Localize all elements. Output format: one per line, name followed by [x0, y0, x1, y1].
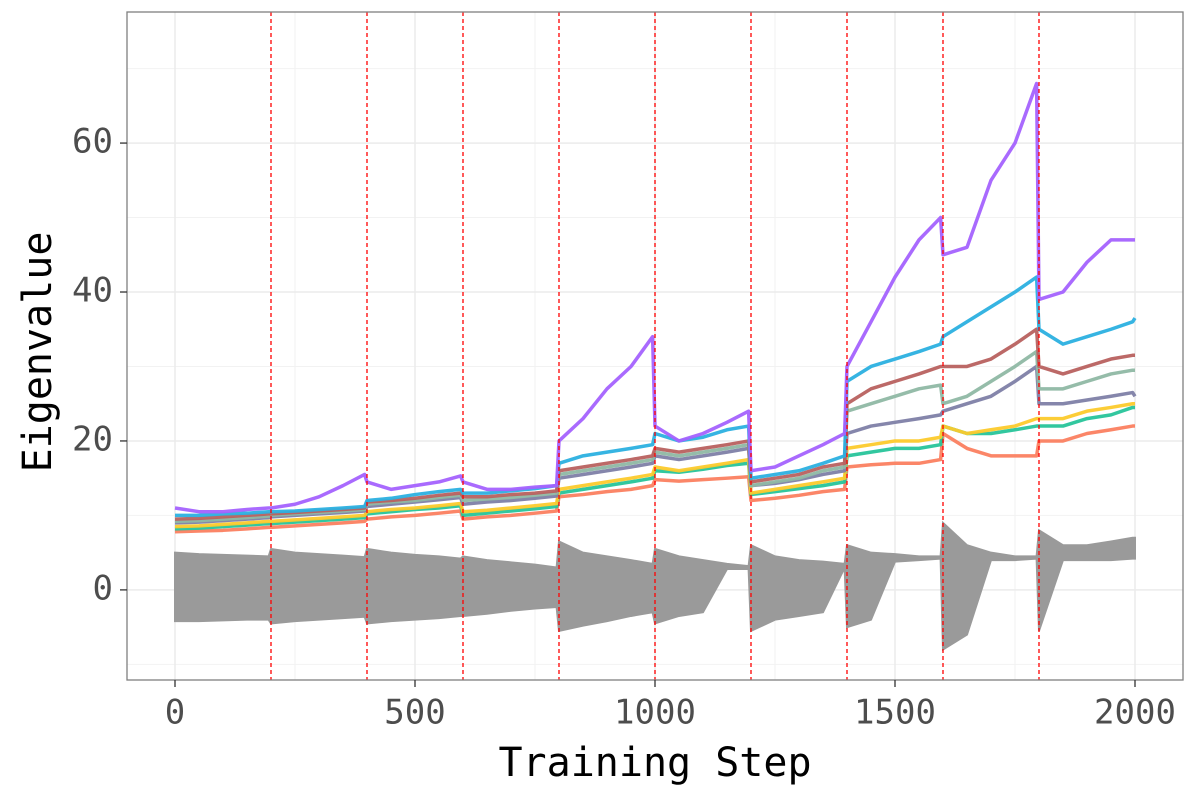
y-tick-label: 0 [93, 568, 113, 608]
x-tick-label: 1000 [614, 693, 696, 733]
y-axis-title: Eigenvalue [15, 232, 61, 473]
series-line [174, 424, 1135, 534]
x-tick-label: 0 [165, 693, 185, 733]
x-tick-label: 2000 [1094, 693, 1176, 733]
x-tick-label: 500 [384, 693, 445, 733]
y-tick-label: 40 [72, 271, 113, 311]
x-tick-label: 1500 [854, 693, 936, 733]
y-tick-label: 20 [72, 419, 113, 459]
x-axis-title: Training Step [498, 740, 811, 786]
y-tick-label: 60 [72, 122, 113, 162]
